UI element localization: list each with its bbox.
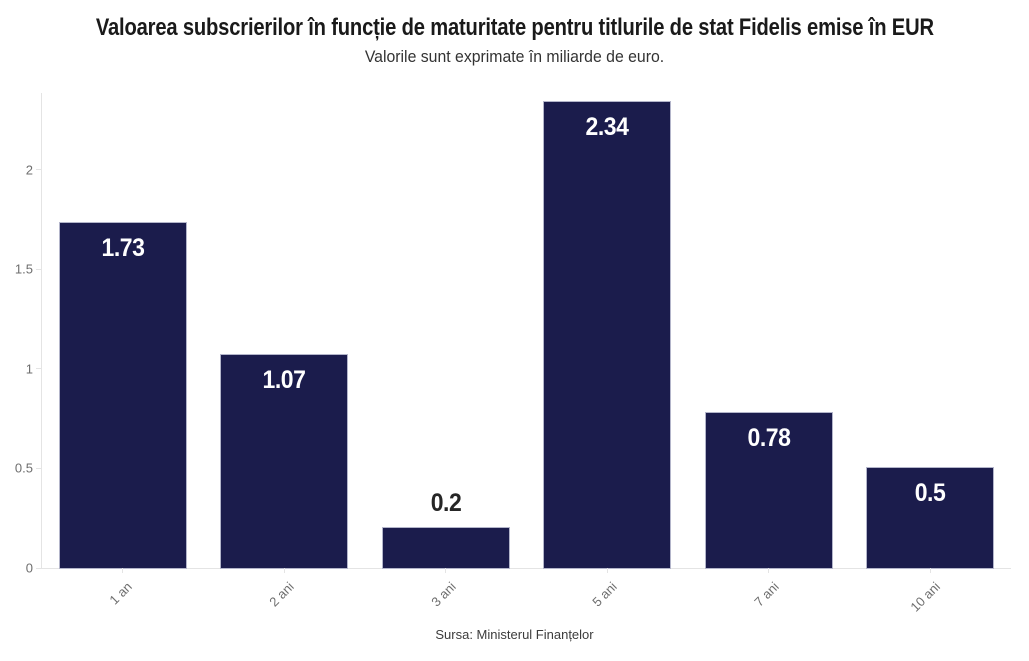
y-axis-tick	[36, 368, 42, 370]
source-caption: Sursa: Ministerul Finanțelor	[435, 627, 594, 642]
x-axis-tick	[445, 568, 447, 573]
bar	[382, 528, 509, 568]
bar	[221, 354, 348, 568]
y-axis-tick	[36, 567, 42, 569]
bar	[544, 101, 671, 568]
x-axis-tick	[768, 568, 770, 573]
chart-header: Valoarea subscrierilor în funcție de mat…	[0, 14, 1029, 67]
y-axis-tick-label: 1	[25, 361, 33, 377]
y-axis-tick-label: 0	[25, 560, 33, 576]
x-axis-label: 3 ani	[427, 579, 459, 610]
x-axis-label: 10 ani	[907, 579, 943, 615]
bar	[705, 412, 832, 568]
y-axis-tick	[36, 467, 42, 469]
bar	[59, 223, 186, 568]
y-axis-tick-label: 0.5	[14, 460, 33, 476]
y-axis-tick	[36, 268, 42, 270]
plot-area: 0 0.5 1 1.5 2 1.73 1 an 1.07 2 ani 0.2 3 ani 2.34 5 …	[15, 93, 1011, 615]
bar-value-label: 0.5	[914, 479, 946, 508]
bar-value-label: 2.34	[585, 112, 629, 141]
x-axis-label: 7 ani	[750, 579, 782, 610]
x-axis-label: 1 an	[106, 579, 136, 608]
chart-title: Valoarea subscrierilor în funcție de mat…	[95, 14, 934, 41]
x-axis-label: 2 ani	[266, 579, 297, 610]
x-axis-tick	[606, 568, 608, 573]
y-axis-tick	[36, 169, 42, 171]
y-axis-tick-label: 2	[25, 162, 33, 178]
bar-value-label: 0.2	[430, 489, 462, 518]
x-axis-label: 5 ani	[589, 579, 620, 610]
bar	[867, 468, 994, 568]
bar-value-label: 1.07	[262, 365, 306, 394]
x-axis-tick	[122, 568, 124, 573]
x-axis-tick	[283, 568, 285, 573]
bar-value-label: 0.78	[747, 423, 791, 452]
chart-subtitle: Valorile sunt exprimate în miliarde de e…	[364, 47, 665, 66]
x-axis-tick	[929, 568, 931, 573]
bar-value-label: 1.73	[101, 234, 145, 263]
y-axis-tick-label: 1.5	[14, 261, 33, 277]
